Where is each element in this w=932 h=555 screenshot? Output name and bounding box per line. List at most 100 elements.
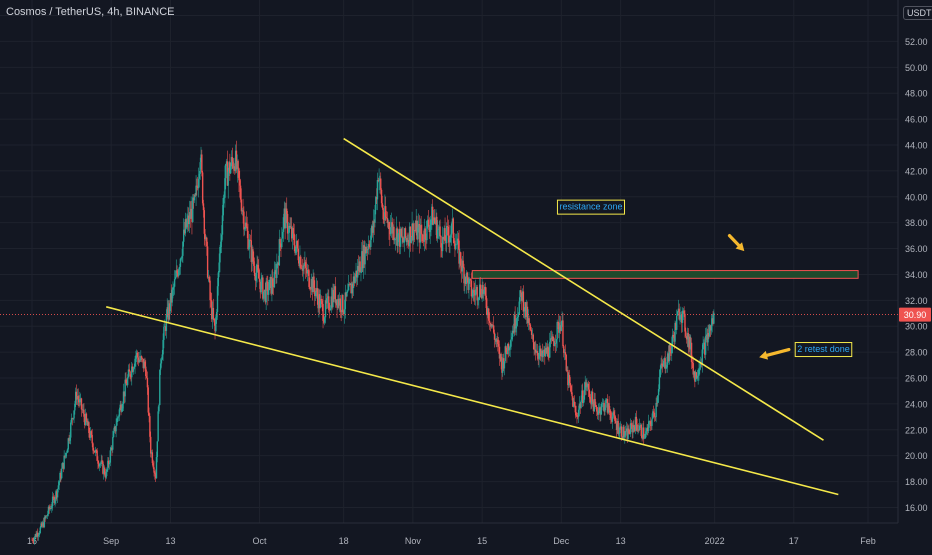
candle[interactable] — [227, 167, 229, 199]
candle[interactable] — [222, 194, 224, 222]
candle[interactable] — [176, 265, 178, 278]
candle[interactable] — [554, 338, 556, 347]
candle[interactable] — [201, 170, 204, 206]
candle[interactable] — [562, 312, 564, 349]
candle[interactable] — [296, 240, 299, 252]
candle[interactable] — [501, 356, 503, 380]
candle[interactable] — [239, 170, 241, 198]
candle[interactable] — [677, 299, 680, 313]
candle[interactable] — [471, 289, 473, 299]
candle[interactable] — [306, 263, 309, 282]
candle[interactable] — [244, 226, 246, 236]
candle[interactable] — [504, 342, 506, 364]
candle[interactable] — [433, 209, 436, 224]
candle[interactable] — [610, 411, 613, 424]
candle[interactable] — [558, 314, 560, 339]
candle[interactable] — [180, 257, 182, 261]
candle[interactable] — [412, 222, 414, 252]
candle[interactable] — [497, 337, 500, 354]
candle[interactable] — [446, 215, 449, 236]
candle[interactable] — [70, 413, 73, 425]
candle[interactable] — [704, 327, 707, 360]
candle[interactable] — [678, 303, 680, 321]
candle[interactable] — [84, 413, 86, 429]
candle[interactable] — [647, 414, 650, 434]
candle[interactable] — [331, 287, 333, 311]
candle[interactable] — [664, 350, 666, 374]
candle[interactable] — [466, 271, 469, 283]
candle[interactable] — [283, 201, 285, 230]
candle[interactable] — [708, 324, 710, 340]
candle[interactable] — [284, 202, 286, 240]
candle[interactable] — [87, 418, 89, 426]
candle[interactable] — [377, 177, 379, 183]
candle[interactable] — [475, 284, 478, 295]
candle[interactable] — [531, 328, 534, 340]
candle[interactable] — [585, 379, 587, 395]
candle[interactable] — [690, 337, 693, 370]
candle[interactable] — [521, 288, 524, 303]
candle[interactable] — [328, 289, 330, 313]
candle[interactable] — [540, 348, 543, 362]
candle[interactable] — [440, 235, 442, 258]
candle[interactable] — [248, 233, 251, 259]
candle[interactable] — [668, 341, 671, 365]
candle[interactable] — [267, 275, 269, 306]
candle[interactable] — [151, 449, 154, 466]
price-axis[interactable] — [898, 0, 932, 550]
candle[interactable] — [34, 533, 36, 540]
candle[interactable] — [387, 218, 389, 230]
candle[interactable] — [499, 353, 501, 363]
candle[interactable] — [360, 267, 362, 282]
candle[interactable] — [510, 330, 512, 350]
candle[interactable] — [358, 256, 361, 276]
candle[interactable] — [442, 236, 445, 245]
candle[interactable] — [119, 400, 121, 411]
candle[interactable] — [371, 220, 374, 238]
candle[interactable] — [408, 232, 410, 250]
candle[interactable] — [365, 246, 367, 254]
candle[interactable] — [407, 234, 409, 245]
candle[interactable] — [523, 307, 525, 319]
candle[interactable] — [565, 353, 567, 373]
candle[interactable] — [232, 158, 234, 174]
candle[interactable] — [74, 387, 77, 408]
candle[interactable] — [369, 240, 371, 255]
candle[interactable] — [535, 340, 537, 361]
candle[interactable] — [375, 195, 377, 215]
candle[interactable] — [150, 431, 152, 458]
candle[interactable] — [607, 402, 609, 414]
candle[interactable] — [698, 362, 700, 381]
candle[interactable] — [554, 334, 557, 353]
candle[interactable] — [114, 426, 116, 434]
candle[interactable] — [157, 406, 159, 442]
candle[interactable] — [333, 284, 336, 302]
candle[interactable] — [477, 296, 479, 306]
candle[interactable] — [134, 355, 136, 374]
candle[interactable] — [325, 293, 328, 310]
candle[interactable] — [624, 425, 627, 439]
candle[interactable] — [431, 203, 433, 230]
candle[interactable] — [602, 398, 605, 411]
candle[interactable] — [520, 285, 522, 297]
candle[interactable] — [421, 224, 423, 244]
candle[interactable] — [657, 395, 659, 407]
candle[interactable] — [529, 323, 531, 332]
candle[interactable] — [512, 323, 515, 334]
candle[interactable] — [639, 422, 642, 428]
candle[interactable] — [494, 333, 497, 345]
candle[interactable] — [447, 219, 450, 247]
candle[interactable] — [314, 280, 316, 306]
candle[interactable] — [342, 294, 344, 315]
candle[interactable] — [488, 308, 490, 326]
candle[interactable] — [35, 531, 37, 538]
candle[interactable] — [207, 270, 210, 283]
candle[interactable] — [58, 480, 60, 490]
candle[interactable] — [436, 220, 439, 243]
candle[interactable] — [685, 327, 687, 339]
candle[interactable] — [516, 315, 518, 336]
candle[interactable] — [183, 218, 185, 247]
candle[interactable] — [164, 319, 166, 327]
candle[interactable] — [559, 316, 562, 335]
candle[interactable] — [576, 412, 578, 424]
